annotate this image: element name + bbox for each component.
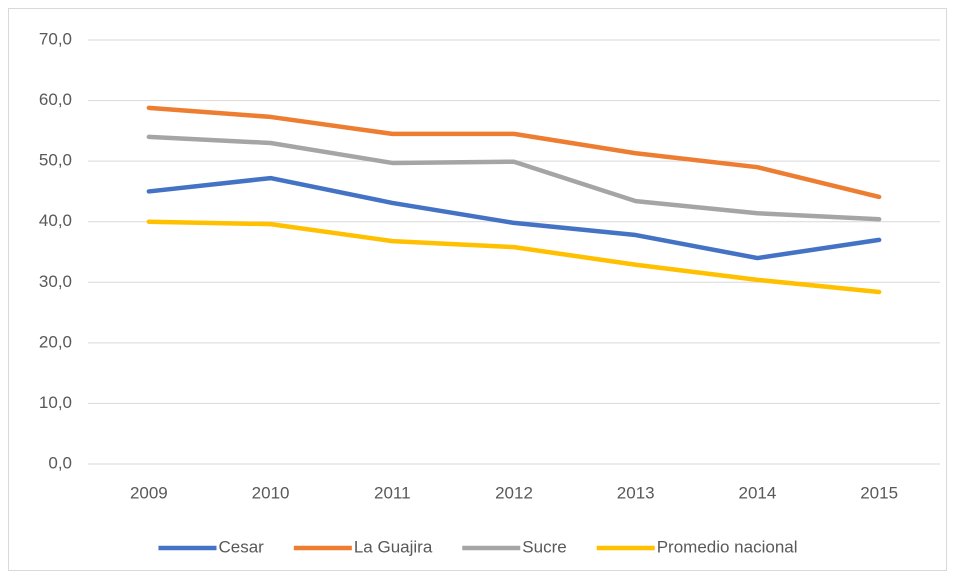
series-line bbox=[146, 105, 882, 200]
legend-label: Cesar bbox=[218, 537, 264, 556]
y-tick-label: 0,0 bbox=[48, 453, 72, 472]
y-tick-label: 30,0 bbox=[39, 272, 72, 291]
x-tick-label: 2009 bbox=[130, 483, 168, 502]
series-line bbox=[146, 134, 882, 222]
x-tick-label: 2012 bbox=[495, 483, 533, 502]
legend-label: Promedio nacional bbox=[657, 537, 798, 556]
x-tick-label: 2014 bbox=[739, 483, 777, 502]
legend-label: Sucre bbox=[522, 537, 566, 556]
y-tick-label: 70,0 bbox=[39, 29, 72, 48]
y-tick-label: 40,0 bbox=[39, 211, 72, 230]
series-line bbox=[146, 175, 882, 261]
legend-label: La Guajira bbox=[354, 537, 433, 556]
y-tick-label: 50,0 bbox=[39, 151, 72, 170]
x-tick-label: 2010 bbox=[252, 483, 290, 502]
chart-border bbox=[8, 8, 947, 571]
x-tick-label: 2011 bbox=[374, 483, 411, 502]
x-tick-label: 2015 bbox=[860, 483, 898, 502]
y-tick-label: 60,0 bbox=[39, 90, 72, 109]
series-line bbox=[146, 219, 882, 295]
x-tick-label: 2013 bbox=[617, 483, 655, 502]
y-tick-label: 10,0 bbox=[39, 393, 72, 412]
y-tick-label: 20,0 bbox=[39, 332, 72, 351]
